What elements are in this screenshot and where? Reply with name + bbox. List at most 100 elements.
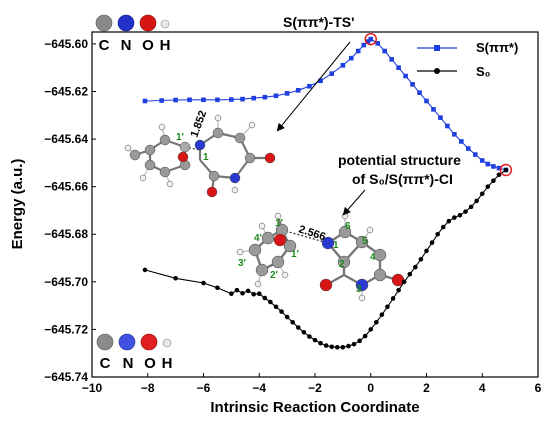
x-tick-label: −4 (252, 381, 266, 395)
series-point-s-pipi (348, 55, 354, 61)
series-point-s0 (390, 296, 396, 301)
atom-key-n: N (123, 355, 134, 372)
series-point-s0 (245, 288, 251, 294)
series-point-s-pipi (403, 73, 408, 79)
tick-labels: −10 −8 −6 −4 −2 0 2 4 6 −645.74 −645.72 −645.70 −645… (44, 37, 541, 395)
series-point-s-pipi (201, 97, 206, 103)
ts-molecule-structure: 1' 1 1.852 (124, 109, 276, 198)
series-point-s-pipi (431, 107, 436, 112)
atom-key-h: H (160, 37, 171, 54)
series-point-s-pipi (229, 97, 234, 102)
y-tick-label: −645.72 (44, 322, 88, 336)
series-point-s-pipi (472, 152, 478, 157)
y-tick-label: −645.64 (44, 132, 88, 146)
atom-key-c: C (100, 355, 111, 372)
series-point-s0 (496, 172, 502, 178)
series-point-s-pipi (361, 42, 367, 48)
series-point-s0 (362, 333, 368, 339)
y-tick-label: −645.70 (44, 275, 88, 289)
series-point-s-pipi (491, 164, 496, 169)
axis-ticks (91, 43, 539, 378)
ci-atom-label-ring-o: 1' (291, 249, 299, 260)
legend-marker-s-pipi (434, 45, 440, 51)
x-tick-label: 2 (423, 381, 430, 395)
highlight-markers (364, 32, 513, 177)
legend-label-s-pipi: S(ππ*) (476, 40, 518, 55)
nitrogen-atom-icon (118, 333, 136, 351)
series-point-s0 (284, 314, 290, 320)
ci-annotation-line2: of S₀/S(ππ*)-CI (352, 171, 453, 187)
series-point-s-pipi (251, 95, 256, 101)
ts-bond-distance: 1.852 (189, 109, 210, 139)
series-point-s0 (446, 218, 452, 224)
x-axis-title: Intrinsic Reaction Coordinate (210, 399, 419, 416)
series-point-s0 (295, 325, 301, 330)
series-point-s-pipi (389, 57, 394, 62)
y-tick-label: −645.66 (44, 180, 88, 194)
series-point-s0 (335, 344, 340, 350)
series-point-s0 (418, 256, 424, 262)
nitrogen-atom-icon (117, 14, 135, 32)
ci-bond-distance: 2.566 (297, 223, 327, 243)
series-point-s0 (396, 287, 401, 293)
series-point-s-pipi (318, 78, 323, 84)
series-point-s-pipi (466, 146, 471, 151)
series-point-s-pipi (452, 132, 457, 137)
ci-annotation-line1: potential structure (338, 152, 461, 168)
oxygen-atom-icon (139, 14, 157, 32)
ts-annotation-label: S(ππ*)-TS' (283, 14, 354, 30)
ci-atom-label-2prime: 2' (270, 270, 278, 281)
y-axis-title: Energy (a.u.) (9, 159, 26, 250)
carbon-atom-icon (95, 14, 113, 32)
ci-annotation-arrow (342, 189, 366, 216)
series-point-s0 (452, 215, 457, 220)
legend-box (411, 36, 535, 82)
series-point-s0 (256, 291, 262, 297)
series-point-s0 (215, 285, 220, 291)
ci-atom-label-1: 1 (333, 240, 339, 251)
y-tick-label: −645.62 (44, 84, 88, 98)
series-point-s-pipi (340, 63, 346, 68)
series-point-s0 (234, 287, 240, 293)
x-tick-label: −2 (308, 381, 322, 395)
ci-atom-label-6: 6 (345, 221, 351, 232)
series-point-s-pipi (240, 96, 245, 102)
series-point-s0 (424, 248, 429, 254)
series-point-s0 (351, 341, 357, 347)
series-point-s0 (374, 319, 379, 325)
series-point-s-pipi (284, 91, 290, 96)
series-point-s-pipi (365, 39, 371, 44)
series-point-s-pipi (173, 97, 178, 103)
series-point-s-pipi (159, 98, 164, 103)
series-point-s0 (301, 329, 307, 335)
series-point-s-pipi (273, 93, 279, 99)
series-point-s0 (240, 290, 245, 296)
carbon-atom-icon (96, 333, 114, 351)
series-point-s-pipi (307, 83, 312, 89)
x-tick-label: 6 (535, 381, 542, 395)
atom-key-o: O (142, 37, 154, 54)
series-point-s0 (440, 224, 446, 230)
x-tick-label: −10 (82, 381, 103, 395)
atom-key-bottom: C N O H (96, 333, 172, 372)
x-tick-label: −6 (197, 381, 211, 395)
series-point-s0 (457, 212, 463, 218)
hydrogen-atom-icon (162, 338, 172, 348)
series-point-s0 (368, 327, 374, 332)
ci-molecule-structure: 1 2 3 4 5 6 1' 2' 3' 4' 1' 2.566 (236, 212, 405, 302)
series-point-s-pipi (410, 82, 415, 87)
series-point-s0 (318, 340, 323, 346)
atom-key-c: C (99, 37, 110, 54)
series-point-s0 (479, 191, 485, 197)
series-point-s0 (463, 209, 468, 214)
series-point-s-pipi (496, 165, 502, 171)
series-point-s0 (323, 343, 329, 348)
y-tick-label: −645.74 (44, 370, 88, 384)
ci-atom-label-2: 2 (339, 259, 345, 270)
series-point-s0 (468, 204, 474, 210)
series-point-s0 (379, 312, 385, 317)
legend-label-s0: S₀ (476, 64, 491, 79)
ci-atom-label-1prime: 1' (275, 218, 283, 229)
